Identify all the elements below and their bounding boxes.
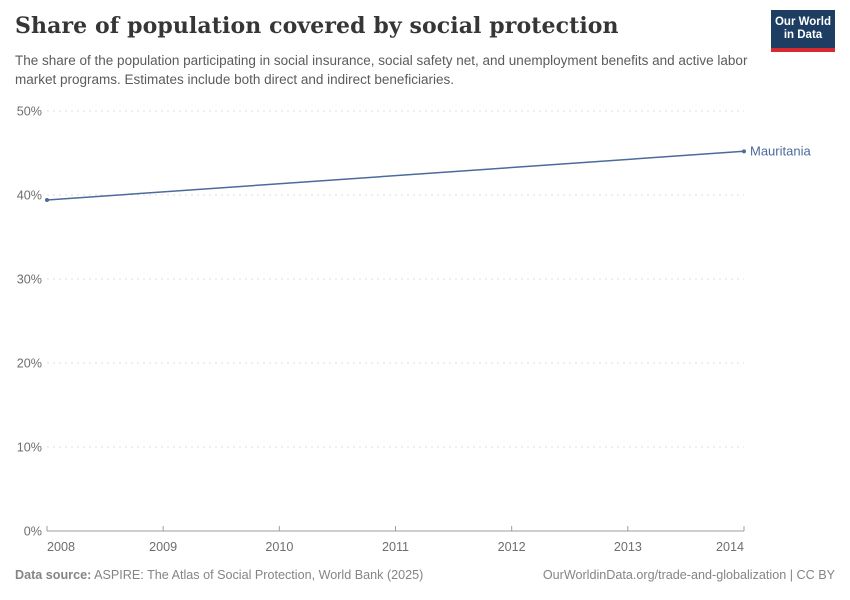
y-tick-label: 50% bbox=[17, 104, 42, 118]
x-tick-label: 2010 bbox=[265, 540, 293, 554]
license-link[interactable]: CC BY bbox=[797, 568, 836, 582]
owid-logo[interactable]: Our World in Data bbox=[771, 10, 835, 52]
page-title: Share of population covered by social pr… bbox=[15, 13, 619, 39]
x-tick-label: 2009 bbox=[149, 540, 177, 554]
x-tick-label: 2011 bbox=[382, 540, 409, 554]
license-text: CC BY bbox=[796, 568, 836, 582]
y-tick-label: 40% bbox=[17, 188, 42, 202]
data-source: Data source: ASPIRE: The Atlas of Social… bbox=[15, 568, 423, 582]
x-tick-label: 2012 bbox=[498, 540, 526, 554]
data-point[interactable] bbox=[45, 198, 49, 203]
y-tick-label: 0% bbox=[24, 524, 42, 538]
x-tick-label: 2014 bbox=[716, 540, 744, 554]
entity-label-mauritania[interactable]: Mauritania bbox=[750, 144, 811, 159]
series-line-mauritania[interactable] bbox=[46, 150, 745, 201]
chart-footer: Data source: ASPIRE: The Atlas of Social… bbox=[15, 568, 835, 582]
footer-links: OurWorldinData.org/trade-and-globalizati… bbox=[543, 568, 835, 582]
footer-separator-char: | bbox=[789, 568, 793, 582]
logo-text-line2: in Data bbox=[783, 29, 823, 41]
chart-subtitle: The share of the population participatin… bbox=[15, 53, 748, 87]
data-source-label: Data source: bbox=[15, 568, 92, 582]
x-tick-label: 2008 bbox=[47, 540, 75, 554]
y-tick-label: 10% bbox=[17, 440, 42, 454]
data-point[interactable] bbox=[742, 149, 746, 154]
line-chart: 0% 10% 20% 30% 40% 50% 2008 2009 2010 2011 2012 201… bbox=[17, 104, 812, 554]
y-tick-label: 30% bbox=[17, 272, 42, 286]
data-source-text: ASPIRE: The Atlas of Social Protection, … bbox=[94, 568, 424, 582]
x-tick-label: 2013 bbox=[614, 540, 642, 554]
y-tick-label: 20% bbox=[17, 356, 42, 370]
logo-text-line1: Our World bbox=[774, 16, 831, 28]
owid-url-link[interactable]: OurWorldinData.org/trade-and-globalizati… bbox=[542, 568, 787, 582]
